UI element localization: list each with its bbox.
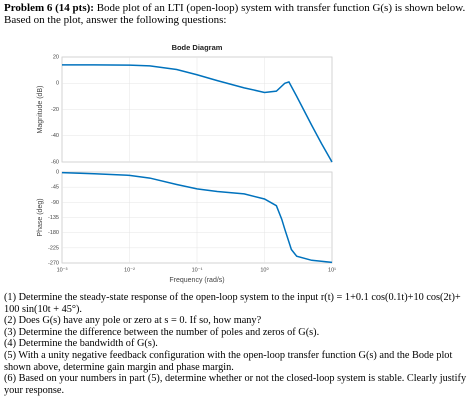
y-tick-label: -40 — [51, 133, 59, 139]
curve — [61, 171, 333, 264]
bode-plot: Bode Diagram Magnitude (dB) 20 0 -20 -40 -60 Ph… — [37, 43, 336, 284]
y-tick-label: -90 — [51, 200, 59, 206]
question: (5) With a unity negative feedback confi… — [4, 349, 453, 373]
question: (1) Determine the steady-state response … — [4, 292, 461, 315]
y-tick-label: 20 — [53, 54, 59, 60]
question: (3) Determine the difference between the… — [4, 326, 320, 338]
y-tick-label: -180 — [48, 230, 59, 236]
y-tick-label: -270 — [48, 260, 59, 266]
chart-title: Bode Diagram — [172, 43, 223, 52]
problem-label: Problem 6 (14 pts): — [4, 2, 94, 14]
x-tick-label: 10⁻² — [124, 267, 135, 273]
x-tick-label: 10⁻¹ — [192, 267, 203, 273]
problem-text: Bode plot of an LTI (open-loop) system w… — [4, 2, 466, 26]
x-tick-label: 10⁰ — [260, 266, 269, 273]
x-tick-label: 10⁻³ — [57, 267, 68, 273]
y-tick-label: 0 — [56, 169, 59, 175]
curve — [62, 64, 333, 163]
y-axis-label: Phase (deg) — [37, 198, 44, 236]
x-tick-label: 10¹ — [328, 267, 336, 273]
header: Problem 6 (14 pts): Bode plot of an LTI … — [4, 2, 470, 26]
y-tick-label: -60 — [51, 159, 59, 165]
x-axis-label: Frequency (rad/s) — [169, 277, 224, 284]
question: (4) Determine the bandwidth of G(s). — [4, 338, 158, 350]
y-tick-label: -225 — [48, 245, 59, 251]
questions: (1) Determine the steady-state response … — [4, 292, 470, 396]
question: (6) Based on your numbers in part (5), d… — [4, 373, 467, 396]
y-tick-label: -45 — [51, 185, 59, 191]
y-tick-label: -20 — [51, 107, 59, 113]
y-axis-label: Magnitude (dB) — [37, 86, 44, 134]
question: (2) Does G(s) have any pole or zero at s… — [4, 315, 262, 327]
y-tick-label: 0 — [56, 81, 59, 87]
y-tick-label: -135 — [48, 215, 59, 221]
